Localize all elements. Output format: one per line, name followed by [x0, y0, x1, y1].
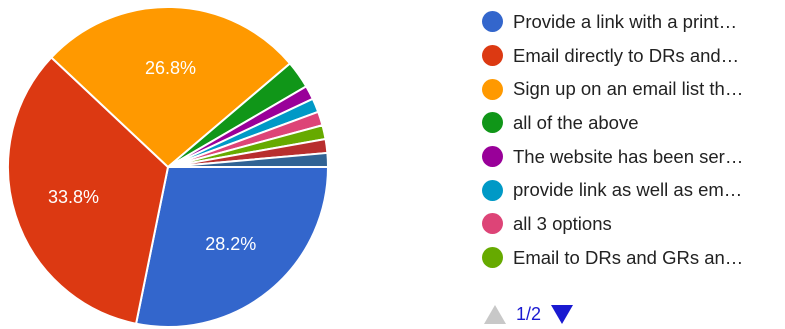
pie-slice-label: 33.8%	[48, 187, 99, 207]
legend-item[interactable]: Email directly to DRs and…	[482, 39, 782, 73]
legend-swatch-icon	[482, 146, 503, 168]
legend-swatch-icon	[482, 11, 503, 33]
pager-down-arrow-icon[interactable]	[551, 304, 574, 324]
pie-slice[interactable]	[167, 151, 330, 168]
legend-item[interactable]: all of the above	[482, 106, 782, 140]
legend-swatch-icon	[482, 45, 503, 67]
legend-label: Email to DRs and GRs an…	[513, 246, 744, 268]
pie-slice-label: 28.2%	[205, 234, 256, 254]
pager-page-indicator: 1/2	[516, 303, 542, 324]
pie-slice[interactable]	[49, 6, 292, 169]
legend-swatch-icon	[482, 247, 503, 269]
legend-item[interactable]: The website has been ser…	[482, 140, 782, 174]
legend-item[interactable]: Email to DRs and GRs an…	[482, 241, 782, 275]
pie-slice-label: 26.8%	[145, 58, 196, 78]
legend-label: all 3 options	[513, 212, 612, 234]
legend-label: provide link as well as em…	[513, 179, 743, 201]
pie-slice[interactable]	[7, 56, 170, 325]
pie-slices	[7, 6, 330, 329]
legend-swatch-icon	[482, 112, 503, 134]
legend-label: Email directly to DRs and…	[513, 44, 740, 66]
legend-swatch-icon	[482, 78, 503, 100]
legend-item[interactable]: all 3 options	[482, 207, 782, 241]
pie-chart-plot: 28.2% 33.8% 26.8%	[7, 6, 330, 329]
legend-label: Provide a link with a print…	[513, 10, 738, 32]
legend-label: Sign up on an email list th…	[513, 78, 744, 100]
legend-swatch-icon	[482, 179, 503, 201]
legend-item[interactable]: Sign up on an email list th…	[482, 72, 782, 106]
legend-label: all of the above	[513, 111, 639, 133]
legend-swatch-icon	[482, 213, 503, 235]
legend-pager: 1/2	[484, 300, 574, 328]
legend-item[interactable]: Provide a link with a print…	[482, 5, 782, 39]
pie-slice-labels: 28.2% 33.8% 26.8%	[48, 58, 256, 254]
pie-slice[interactable]	[134, 166, 330, 329]
legend-label: The website has been ser…	[513, 145, 744, 167]
pager-up-arrow-icon[interactable]	[484, 304, 506, 324]
legend-item[interactable]: provide link as well as em…	[482, 173, 782, 207]
legend: Provide a link with a print… Email direct…	[482, 5, 782, 275]
